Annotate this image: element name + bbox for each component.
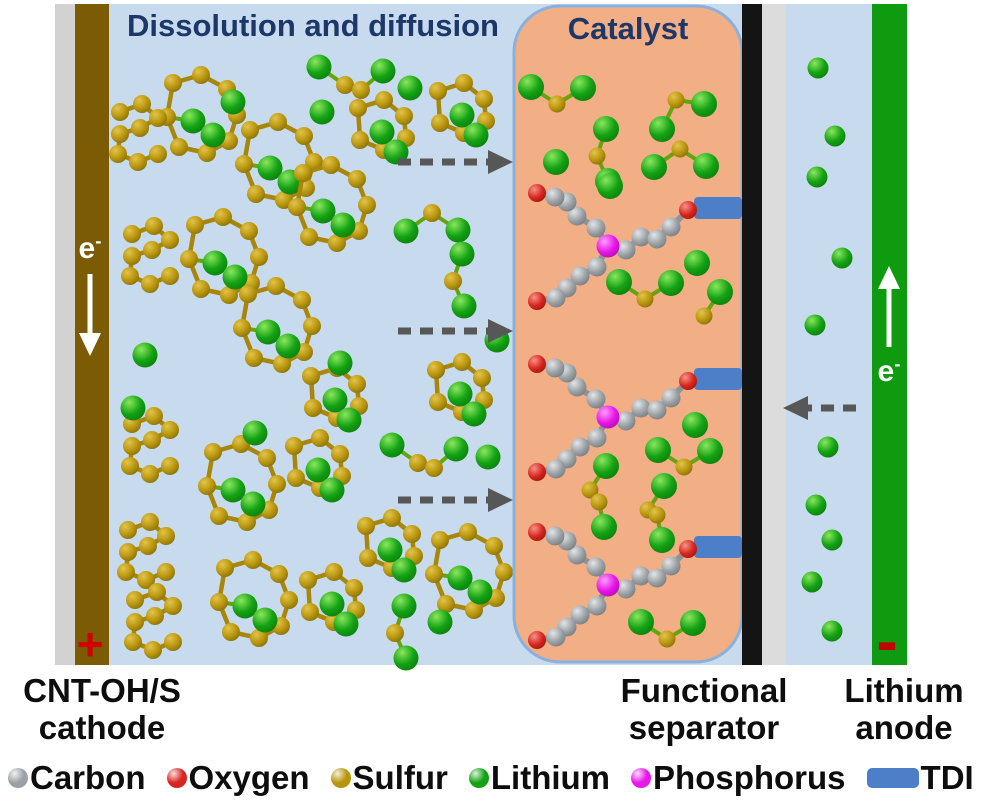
separator-label-line1: Functional — [620, 672, 788, 709]
polysulfide-clusters — [109, 54, 513, 671]
cathode-label-line2: cathode — [38, 709, 166, 746]
electron-flow-arrows — [79, 266, 900, 356]
tdi-block — [694, 536, 742, 558]
anode-label-line1: Lithium — [844, 672, 964, 709]
electron-label-anode: e- — [866, 353, 912, 389]
catalyst-lithium-sulfide-species — [518, 74, 733, 648]
phosphorus-swatch-icon — [631, 768, 652, 788]
legend-label: Phosphorus — [653, 759, 846, 796]
anode-minus-sign: - — [876, 605, 898, 677]
separator-black-layer — [742, 4, 762, 665]
cathode-plus-sign: + — [76, 618, 104, 670]
anode-side-lithium-ions — [801, 57, 853, 642]
separator-label-line2: separator — [628, 709, 780, 746]
sulfur-swatch-icon — [330, 768, 351, 788]
legend-label: Carbon — [30, 759, 146, 796]
tdi-dendrimer — [528, 355, 742, 481]
cathode-current-collector — [55, 4, 75, 665]
electron-base: e — [78, 232, 96, 265]
anode-label: Lithium anode — [818, 672, 989, 746]
legend-item-lithium: Lithium — [468, 759, 611, 797]
legend-item-tdi: TDI — [866, 759, 974, 797]
diffusion-arrows — [398, 150, 856, 512]
electron-label-cathode: e- — [67, 230, 113, 266]
legend-label: Lithium — [490, 759, 611, 796]
cathode-label-line1: CNT-OH/S — [23, 672, 181, 709]
cathode-label: CNT-OH/S cathode — [2, 672, 202, 746]
legend: Carbon Oxygen Sulfur Lithium Phosphorus TDI — [0, 750, 989, 806]
legend-item-oxygen: Oxygen — [166, 759, 310, 797]
region-title-dissolution-diffusion: Dissolution and diffusion — [127, 8, 499, 43]
legend-item-sulfur: Sulfur — [330, 759, 448, 797]
legend-item-phosphorus: Phosphorus — [631, 759, 846, 797]
electron-base: e — [877, 355, 895, 388]
separator-layers — [742, 4, 786, 665]
separator-label: Functional separator — [604, 672, 804, 746]
lithium-swatch-icon — [468, 768, 489, 788]
separator-base-layer — [762, 4, 786, 665]
tdi-swatch-icon — [866, 768, 919, 788]
legend-label: Sulfur — [352, 759, 448, 796]
tdi-dendrimer — [528, 184, 742, 310]
tdi-block — [694, 197, 742, 219]
tdi-block — [694, 368, 742, 390]
legend-label: TDI — [920, 759, 974, 796]
oxygen-swatch-icon — [166, 768, 187, 788]
tdi-dendrimer — [528, 523, 742, 649]
electron-sup: - — [95, 230, 102, 251]
electron-sup: - — [894, 353, 901, 374]
legend-item-carbon: Carbon — [8, 759, 146, 797]
anode-label-line2: anode — [855, 709, 953, 746]
legend-label: Oxygen — [188, 759, 310, 796]
carbon-swatch-icon — [8, 768, 28, 788]
region-title-catalyst: Catalyst — [567, 11, 689, 46]
